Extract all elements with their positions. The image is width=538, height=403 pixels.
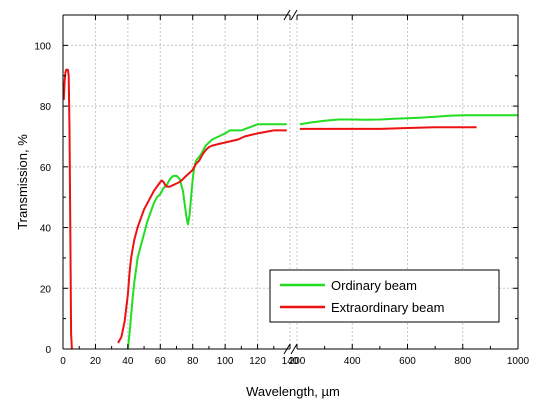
x-tick-label: 100 (217, 356, 234, 367)
x-axis-title: Wavelength, µm (246, 384, 340, 399)
axis-break-mark (290, 9, 298, 21)
axis-break-marks (283, 9, 298, 355)
x-tick-label: 600 (399, 356, 416, 367)
legend: Ordinary beam Extraordinary beam (269, 269, 500, 323)
axis-break-mark (290, 343, 298, 355)
series-line-ordinary (126, 123, 287, 350)
series-line-ordinary (299, 114, 518, 126)
y-tick-label: 100 (34, 41, 51, 52)
y-tick-label: 80 (40, 102, 52, 113)
legend-label-ordinary: Ordinary beam (331, 278, 417, 293)
x-tick-label: 1000 (507, 356, 530, 367)
y-axis-title: Transmission, % (15, 134, 30, 230)
tick-marks (62, 15, 519, 350)
y-tick-label: 20 (40, 284, 52, 295)
x-tick-label: 0 (60, 356, 66, 367)
y-tick-label: 60 (40, 163, 52, 174)
x-tick-label: 60 (155, 356, 167, 367)
x-tick-label: 800 (454, 356, 471, 367)
x-tick-label: 200 (289, 356, 306, 367)
y-tick-label: 0 (45, 345, 51, 356)
x-tick-label: 40 (122, 356, 134, 367)
x-tick-label: 20 (90, 356, 102, 367)
series-line-extraordinary (299, 126, 477, 130)
axis-break-mark (283, 343, 291, 355)
axis-break-mark (283, 9, 291, 21)
legend-label-extraordinary: Extraordinary beam (331, 300, 444, 315)
series-line-extraordinary (62, 68, 73, 350)
x-tick-label: 120 (249, 356, 266, 367)
y-tick-label: 40 (40, 224, 52, 235)
x-tick-label: 140 (282, 356, 299, 367)
series-line-extraordinary (117, 129, 287, 344)
legend-box (269, 269, 500, 323)
x-tick-label: 80 (187, 356, 199, 367)
series-lines (62, 68, 518, 350)
x-tick-label: 400 (344, 356, 361, 367)
